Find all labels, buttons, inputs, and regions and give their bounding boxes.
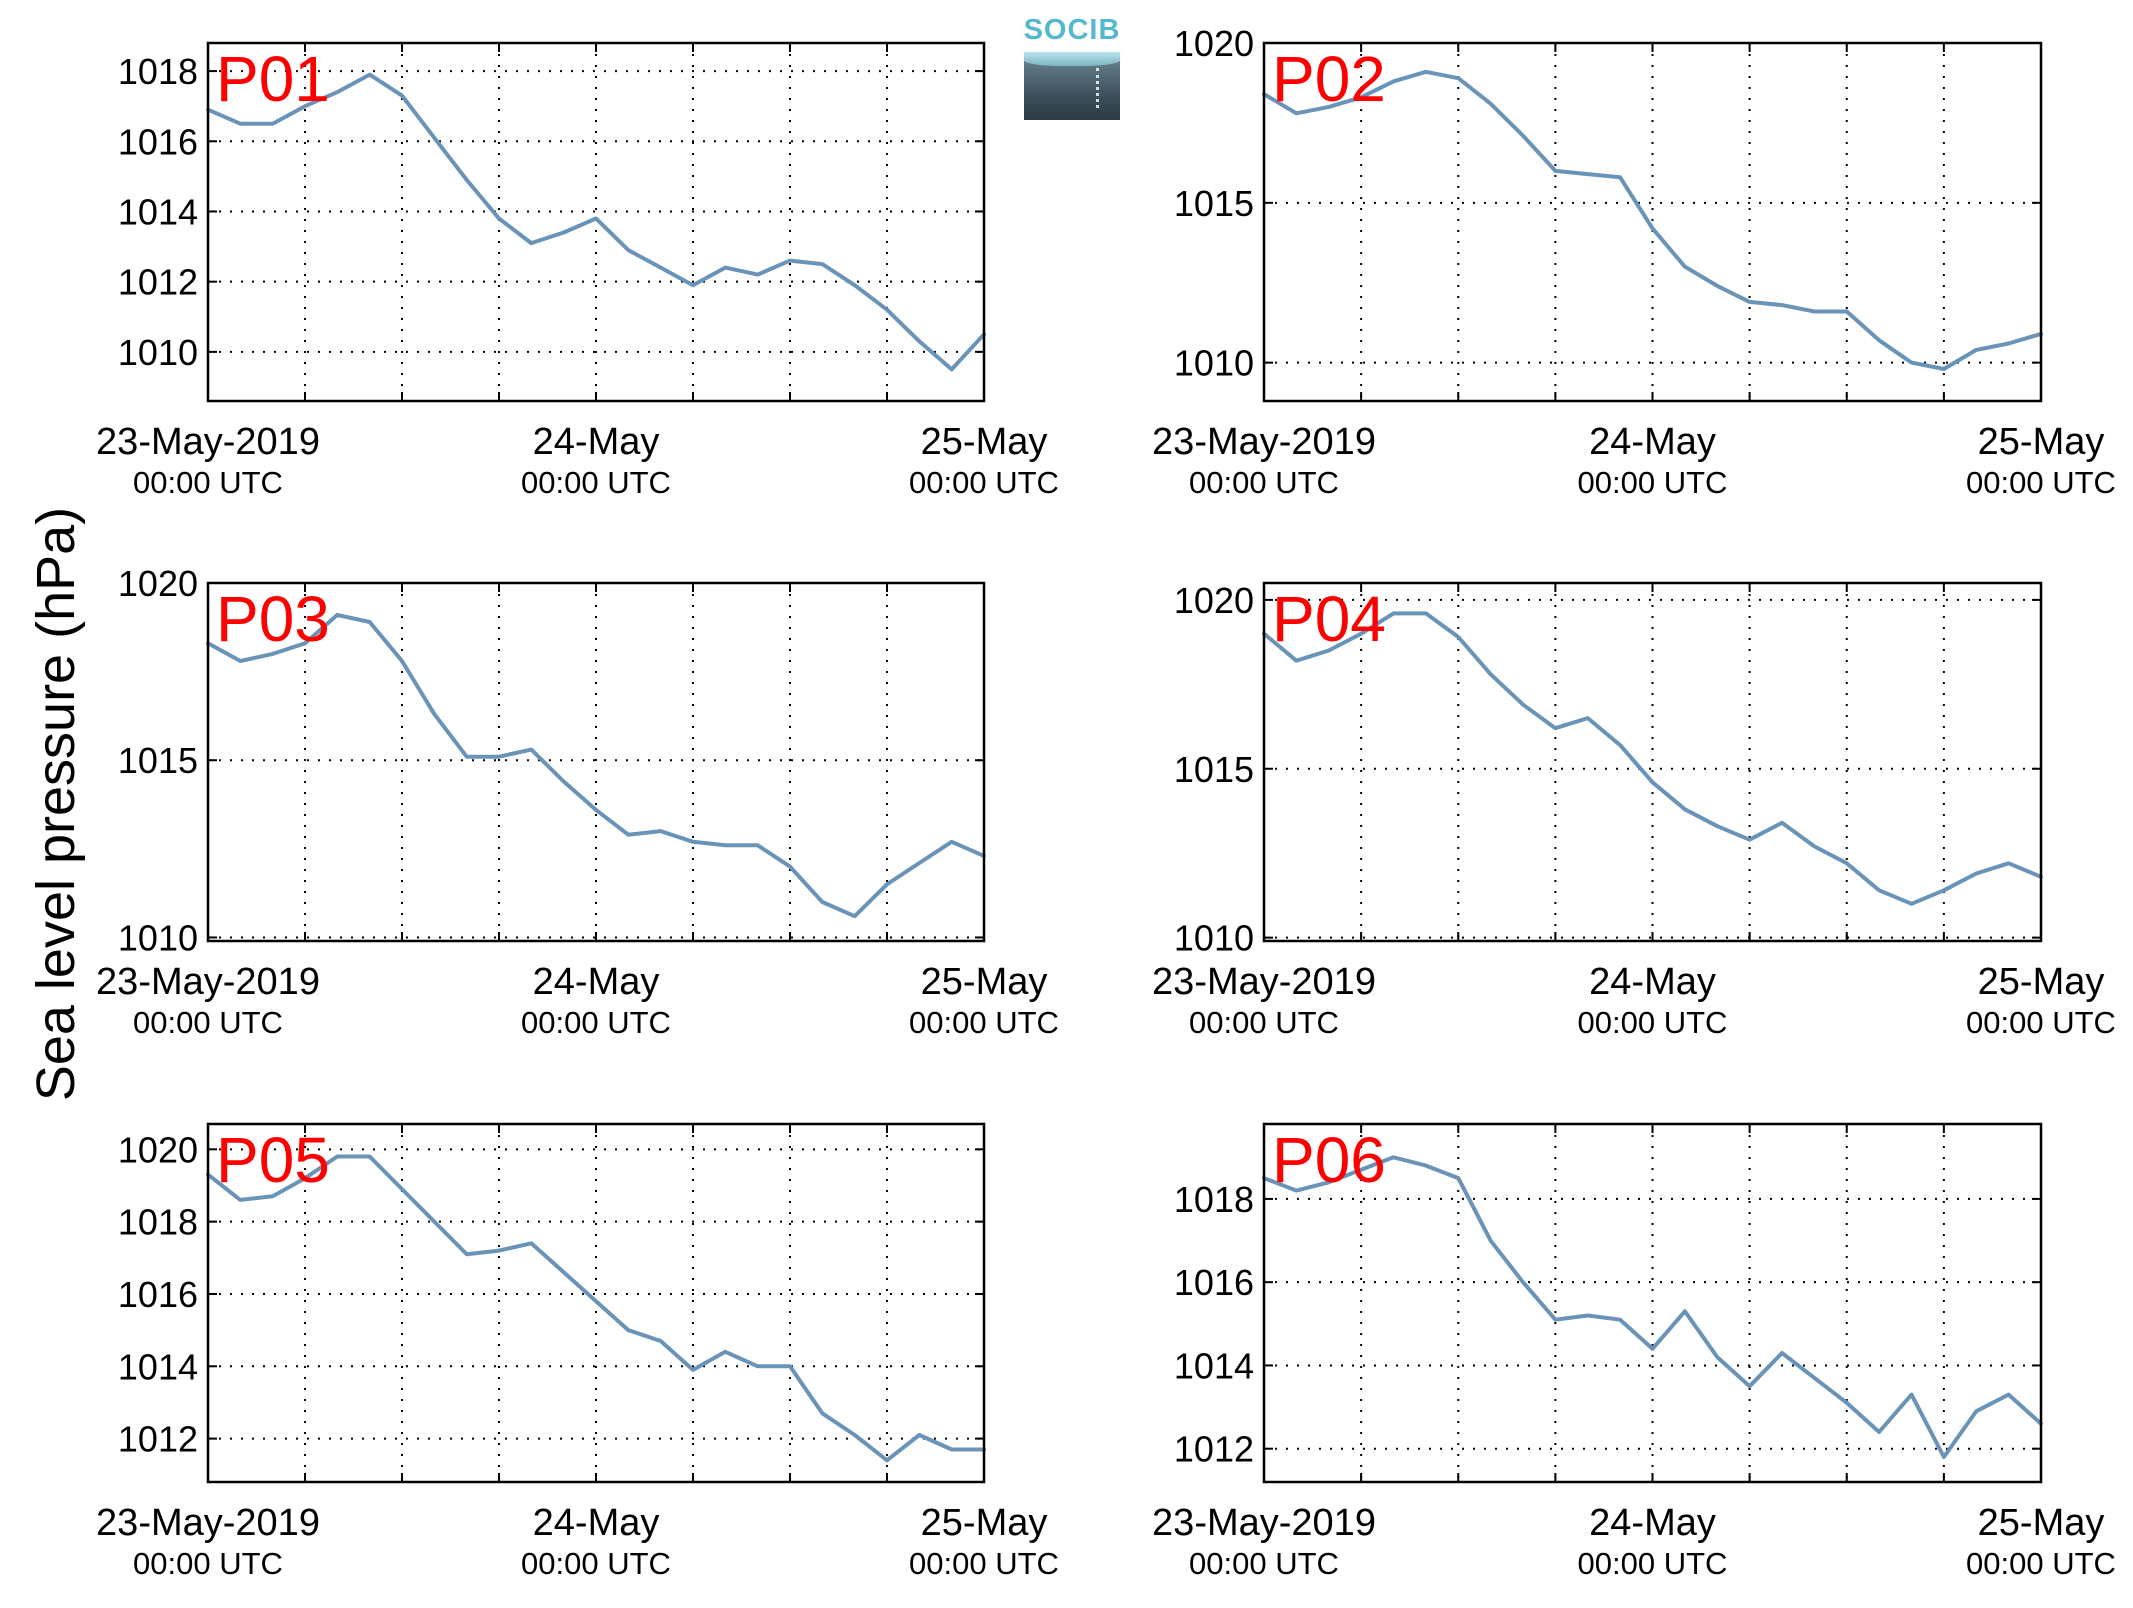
y-tick-label: 1015 xyxy=(1174,183,1254,224)
x-tick-label-date: 25-May xyxy=(921,961,1048,1003)
x-tick-label-time: 00:00 UTC xyxy=(1966,465,2116,500)
pressure-series-line xyxy=(1262,69,2043,371)
x-tick-label-date: 23-May-2019 xyxy=(96,421,320,463)
x-tick-label-time: 00:00 UTC xyxy=(1578,1546,1728,1581)
y-tick-label: 1010 xyxy=(118,917,198,958)
y-tick-label: 1018 xyxy=(1174,1179,1254,1220)
y-tick-label: 1016 xyxy=(118,1274,198,1315)
x-tick-label-date: 23-May-2019 xyxy=(1152,1502,1376,1544)
x-tick-label-date: 25-May xyxy=(1978,961,2105,1003)
y-tick-label: 1012 xyxy=(118,1419,198,1460)
plot-frame xyxy=(206,581,986,943)
pressure-series-line xyxy=(1262,1155,2043,1459)
x-tick-label-time: 00:00 UTC xyxy=(133,1005,283,1040)
x-tick-label-time: 00:00 UTC xyxy=(1189,1005,1339,1040)
x-tick-label-date: 23-May-2019 xyxy=(96,961,320,1003)
y-tick-label: 1020 xyxy=(1174,23,1254,64)
x-tick-label-time: 00:00 UTC xyxy=(1578,1005,1728,1040)
x-tick-label-time: 00:00 UTC xyxy=(133,465,283,500)
x-tick-label-time: 00:00 UTC xyxy=(133,1546,283,1581)
pressure-series-line xyxy=(1262,611,2043,906)
y-tick-label: 1010 xyxy=(1174,343,1254,384)
plot-frame xyxy=(1262,41,2043,403)
logo-text: SOCIB xyxy=(1023,14,1121,46)
plot-frame xyxy=(206,1122,986,1484)
x-tick-label-date: 23-May-2019 xyxy=(1152,421,1376,463)
x-tick-label-time: 00:00 UTC xyxy=(909,1005,1059,1040)
x-tick-label-date: 24-May xyxy=(533,421,660,463)
y-tick-label: 1014 xyxy=(1174,1345,1254,1386)
x-tick-label-time: 00:00 UTC xyxy=(1189,1546,1339,1581)
y-tick-label: 1010 xyxy=(118,332,198,373)
x-tick-label-time: 00:00 UTC xyxy=(521,465,671,500)
y-tick-label: 1020 xyxy=(1174,580,1254,621)
plot-frame xyxy=(1262,581,2043,943)
logo-graphic xyxy=(1024,52,1120,120)
x-tick-label-time: 00:00 UTC xyxy=(1966,1546,2116,1581)
y-tick-label: 1014 xyxy=(118,191,198,232)
x-tick-label-time: 00:00 UTC xyxy=(1578,465,1728,500)
x-tick-label-date: 24-May xyxy=(1589,421,1716,463)
x-tick-label-time: 00:00 UTC xyxy=(909,465,1059,500)
x-tick-label-time: 00:00 UTC xyxy=(1966,1005,2116,1040)
y-tick-label: 1015 xyxy=(118,740,198,781)
x-tick-label-time: 00:00 UTC xyxy=(521,1005,671,1040)
panel-label: P01 xyxy=(216,43,330,115)
y-tick-label: 1010 xyxy=(1174,918,1254,959)
y-tick-label: 1020 xyxy=(118,563,198,604)
x-tick-label-date: 25-May xyxy=(921,1502,1048,1544)
y-tick-label: 1014 xyxy=(118,1346,198,1387)
y-tick-label: 1018 xyxy=(118,1202,198,1243)
x-tick-label-date: 24-May xyxy=(533,1502,660,1544)
x-tick-label-date: 25-May xyxy=(1978,421,2105,463)
x-tick-label-time: 00:00 UTC xyxy=(909,1546,1059,1581)
x-tick-label-date: 24-May xyxy=(1589,961,1716,1003)
x-tick-label-time: 00:00 UTC xyxy=(521,1546,671,1581)
plot-frame xyxy=(1262,1122,2043,1484)
plot-frame xyxy=(206,41,986,403)
x-tick-label-date: 24-May xyxy=(533,961,660,1003)
y-tick-label: 1015 xyxy=(1174,749,1254,790)
pressure-series-line xyxy=(206,1154,986,1463)
pressure-series-line xyxy=(206,72,986,372)
x-tick-label-date: 23-May-2019 xyxy=(1152,961,1376,1003)
x-tick-label-time: 00:00 UTC xyxy=(1189,465,1339,500)
y-axis-label: Sea level pressure (hPa) xyxy=(26,506,86,1102)
pressure-series-line xyxy=(206,612,986,919)
y-tick-label: 1016 xyxy=(1174,1262,1254,1303)
y-tick-label: 1012 xyxy=(118,262,198,303)
panel-label: P05 xyxy=(216,1124,330,1196)
socib-logo: SOCIB xyxy=(1022,14,1122,122)
y-tick-label: 1012 xyxy=(1174,1429,1254,1470)
y-tick-label: 1016 xyxy=(118,121,198,162)
y-tick-label: 1018 xyxy=(118,51,198,92)
x-tick-label-date: 23-May-2019 xyxy=(96,1502,320,1544)
y-tick-label: 1020 xyxy=(118,1129,198,1170)
x-tick-label-date: 25-May xyxy=(921,421,1048,463)
x-tick-label-date: 25-May xyxy=(1978,1502,2105,1544)
x-tick-label-date: 24-May xyxy=(1589,1502,1716,1544)
panel-label: P03 xyxy=(216,583,330,655)
panel-label: P02 xyxy=(1272,43,1386,115)
panel-label: P06 xyxy=(1272,1124,1386,1196)
panel-label: P04 xyxy=(1272,583,1386,655)
